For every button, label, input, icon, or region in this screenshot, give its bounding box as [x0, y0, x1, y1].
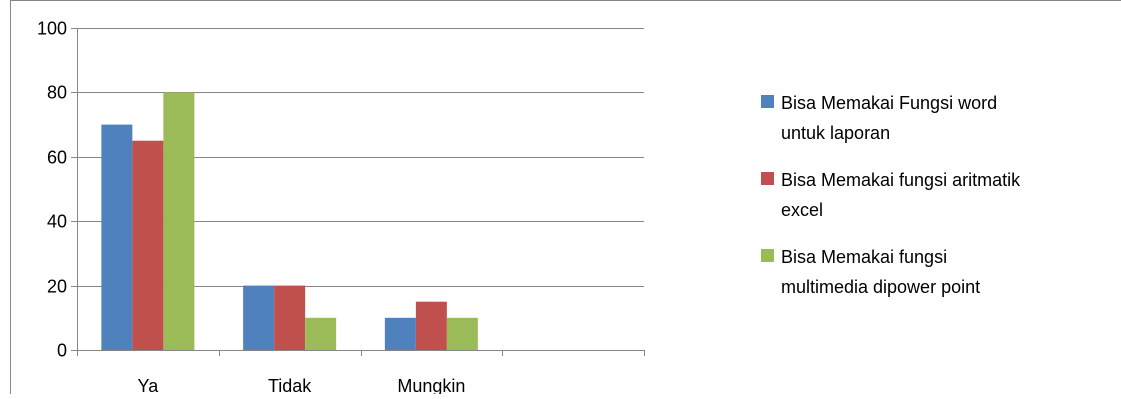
- y-tick-label: 0: [57, 341, 67, 361]
- legend-label: untuk laporan: [781, 123, 890, 143]
- legend-label: multimedia dipower point: [781, 277, 980, 297]
- bar: [163, 92, 194, 350]
- legend-swatch: [761, 249, 774, 262]
- y-tick-label: 60: [47, 148, 67, 168]
- x-tick-label: Mungkin: [397, 376, 465, 394]
- legend-label: Bisa Memakai fungsi aritmatik: [781, 170, 1021, 190]
- y-tick-label: 80: [47, 83, 67, 103]
- bar: [101, 125, 132, 350]
- legend-label: Bisa Memakai fungsi: [781, 247, 947, 267]
- legend-swatch: [761, 172, 774, 185]
- bar: [243, 286, 274, 350]
- bar: [416, 302, 447, 350]
- legend-label: excel: [781, 200, 823, 220]
- bar: [305, 318, 336, 350]
- x-tick-label: Ya: [138, 376, 160, 394]
- bar: [447, 318, 478, 350]
- y-tick-label: 40: [47, 212, 67, 232]
- x-tick-label: Tidak: [268, 376, 312, 394]
- bar: [132, 141, 163, 350]
- bar: [385, 318, 416, 350]
- legend-label: Bisa Memakai Fungsi word: [781, 93, 997, 113]
- legend-swatch: [761, 95, 774, 108]
- bar: [274, 286, 305, 350]
- y-tick-label: 20: [47, 277, 67, 297]
- y-tick-label: 100: [37, 19, 67, 39]
